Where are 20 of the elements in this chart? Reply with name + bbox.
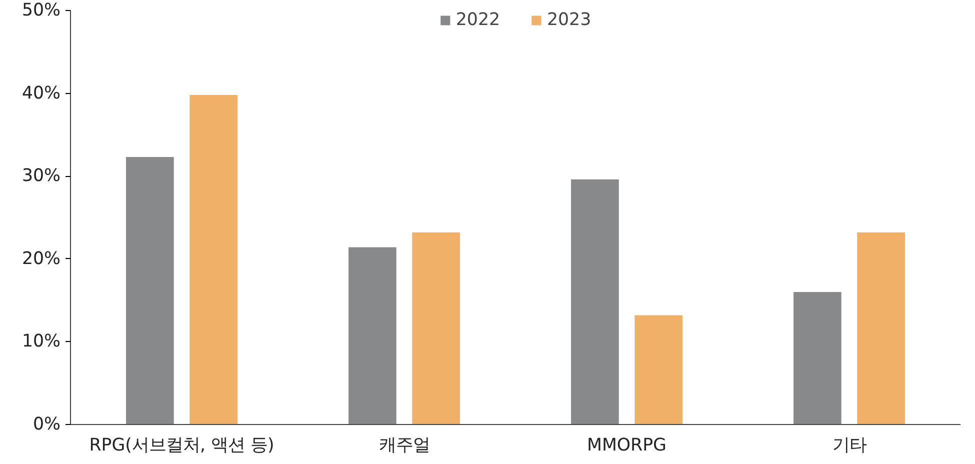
y-tick-label: 40% [22,83,60,104]
y-tick-label: 50% [22,0,60,20]
y-tick-label: 20% [22,248,60,269]
x-tick-label: MMORPG [587,436,666,456]
x-tick-label: 기타 [832,436,866,456]
y-tick-label: 0% [33,414,61,434]
bar [571,179,619,424]
legend-label: 2022 [456,10,500,30]
y-tick-label: 10% [22,332,60,352]
legend-label: 2023 [547,10,592,30]
x-tick-label: RPG(서브컬처, 액션 등) [89,436,274,456]
bar [126,157,174,424]
bar [857,232,905,424]
bar [190,94,238,424]
bar [794,292,842,424]
bar [634,315,682,424]
bar [412,232,460,424]
bar [348,247,396,424]
y-tick-label: 30% [22,166,60,186]
x-tick-label: 캐주얼 [378,436,430,456]
